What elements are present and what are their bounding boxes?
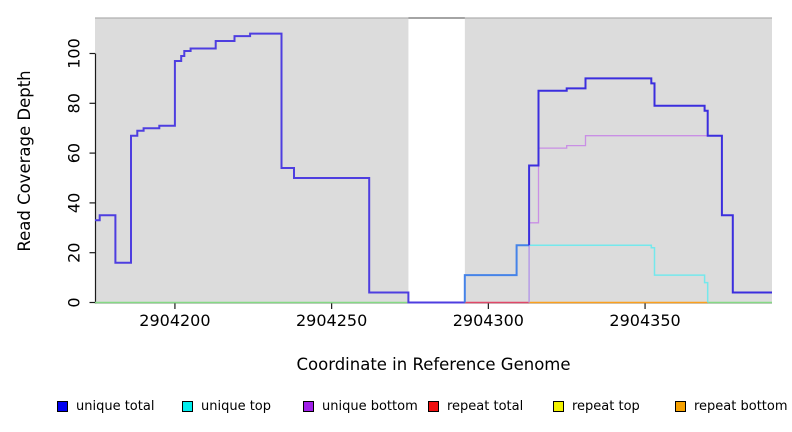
x-axis-label: Coordinate in Reference Genome <box>296 355 571 374</box>
x-tick-label: 2904200 <box>139 311 210 330</box>
y-tick-label: 60 <box>65 143 84 163</box>
y-tick-label: 20 <box>65 243 84 263</box>
x-tick-label: 2904350 <box>609 311 680 330</box>
y-tick-label: 80 <box>65 93 84 113</box>
x-tick-label: 2904300 <box>453 311 524 330</box>
series-unique-total-left-of-gap- <box>95 32 465 304</box>
y-tick-label: 100 <box>65 38 84 69</box>
y-tick-label: 40 <box>65 193 84 213</box>
series-unique-total-gap-exit- <box>463 244 530 303</box>
series-unique-total-right-of-gap- <box>528 77 772 294</box>
series-unique-bottom <box>528 135 722 303</box>
y-axis-label: Read Coverage Depth <box>15 70 34 252</box>
alignment-gap-band <box>408 18 465 303</box>
y-tick-label: 0 <box>65 297 84 307</box>
x-tick-label: 2904250 <box>296 311 367 330</box>
series-unique-top <box>528 244 709 303</box>
